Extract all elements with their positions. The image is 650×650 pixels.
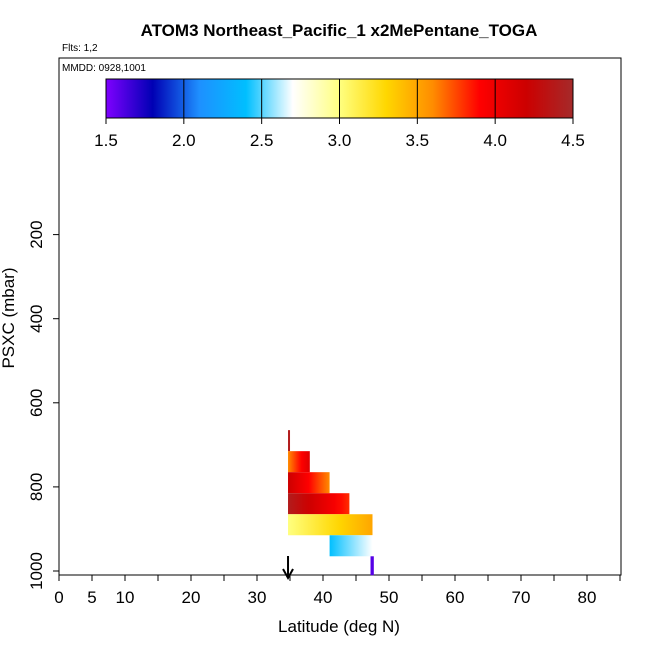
x-axis: 0 5 10 20 30 40 50 60 70 80 <box>54 575 621 607</box>
latitude-marker <box>282 556 294 581</box>
heatmap-cell <box>329 535 373 557</box>
colorbar: 1.5 2.0 2.5 3.0 3.5 4.0 4.5 <box>94 78 585 150</box>
x-tick-label: 0 <box>54 588 63 607</box>
x-tick-label: 5 <box>87 588 96 607</box>
heatmap-cell <box>288 430 291 452</box>
heatmap-cell <box>288 493 350 515</box>
y-axis: 200 400 600 800 1000 <box>27 220 59 590</box>
x-tick-label: 80 <box>578 588 597 607</box>
heatmap-cell <box>370 556 374 576</box>
heatmap-cell <box>288 514 373 536</box>
y-tick-label: 800 <box>27 473 46 501</box>
y-tick-label: 200 <box>27 220 46 248</box>
y-tick-label: 600 <box>27 389 46 417</box>
colorbar-tick-label: 3.0 <box>328 131 352 150</box>
marker-arrow-head <box>282 568 294 581</box>
heatmap-cell <box>288 451 310 473</box>
heatmap-cells <box>288 430 374 576</box>
colorbar-tick-label: 1.5 <box>94 131 118 150</box>
y-tick-label: 1000 <box>27 552 46 590</box>
x-axis-title: Latitude (deg N) <box>278 617 400 636</box>
x-tick-label: 20 <box>182 588 201 607</box>
x-tick-label: 10 <box>116 588 135 607</box>
colorbar-tick-label: 4.0 <box>483 131 507 150</box>
date-note: MMDD: 0928,1001 <box>62 63 146 74</box>
flights-note: Flts: 1,2 <box>62 43 98 54</box>
x-tick-label: 50 <box>380 588 399 607</box>
x-tick-label: 40 <box>314 588 333 607</box>
y-axis-title: PSXC (mbar) <box>0 267 18 368</box>
colorbar-tick-label: 2.0 <box>172 131 196 150</box>
x-tick-label: 30 <box>248 588 267 607</box>
colorbar-tick-label: 2.5 <box>250 131 274 150</box>
chart-title: ATOM3 Northeast_Pacific_1 x2MePentane_TO… <box>141 21 538 40</box>
colorbar-tick-label: 3.5 <box>406 131 430 150</box>
heatmap-cell <box>288 472 330 494</box>
colorbar-tick-label: 4.5 <box>561 131 585 150</box>
plot-frame <box>58 57 622 576</box>
y-tick-label: 400 <box>27 305 46 333</box>
x-tick-label: 60 <box>446 588 465 607</box>
x-tick-label: 70 <box>512 588 531 607</box>
